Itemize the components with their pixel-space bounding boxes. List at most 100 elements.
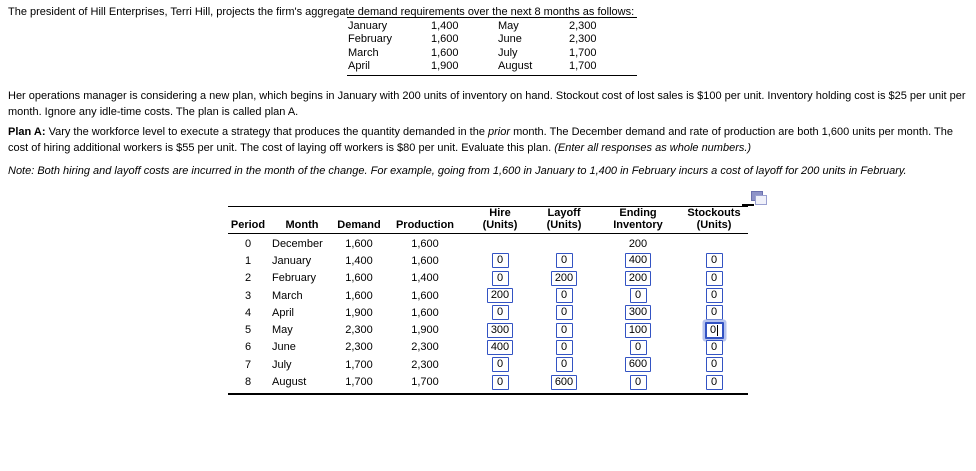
demand-value: 1,700: [569, 60, 597, 72]
period-cell: 6: [244, 341, 252, 354]
layoff-input[interactable]: 0: [555, 253, 573, 269]
layoff-cell-empty: [532, 235, 596, 252]
plan-intro-paragraph: Her operations manager is considering a …: [8, 90, 966, 118]
demand-schedule-table: January 1,400 May 2,300 February 1,600 J…: [347, 17, 637, 76]
production-cell: 1,700: [411, 376, 439, 389]
text-caret: [717, 324, 719, 336]
demand-cell: 1,600: [345, 237, 373, 250]
enter-note: (Enter all responses as whole numbers.): [554, 141, 752, 154]
ending-inventory-input[interactable]: 0: [629, 339, 647, 355]
stockouts-input[interactable]: 0: [705, 339, 723, 355]
hire-input[interactable]: 0: [491, 374, 509, 390]
hire-input[interactable]: 0: [491, 305, 509, 321]
month-label: January: [348, 19, 388, 32]
month-label: February: [348, 33, 393, 45]
col-header-ending-inventory: Ending Inventory: [613, 207, 663, 231]
demand-cell: 1,900: [345, 306, 373, 319]
layoff-input[interactable]: 200: [550, 270, 578, 286]
plan-a-paragraph: Plan A: Vary the workforce level to exec…: [8, 125, 966, 156]
month-cell: July: [272, 358, 292, 371]
month-label: March: [348, 46, 379, 59]
hire-input[interactable]: 300: [486, 322, 514, 338]
demand-cell: 1,400: [345, 254, 373, 267]
stockouts-input[interactable]: 0: [705, 374, 723, 390]
plan-a-evaluation-table: Period Month Demand Production Hire (Unit…: [228, 206, 748, 395]
layoff-input[interactable]: 0: [555, 357, 573, 373]
plan-a-text: Vary the workforce level to execute a st…: [48, 126, 489, 138]
demand-cell: 1,700: [345, 376, 373, 389]
col-header-layoff: Layoff (Units): [546, 207, 582, 231]
stockouts-value: 0: [709, 323, 717, 336]
table-row-july: 7 July 1,700 2,300 0 0 600 0: [228, 356, 748, 373]
period-cell: 3: [244, 289, 252, 302]
table-row-june: 6 June 2,300 2,300 400 0 0 0: [228, 339, 748, 356]
col-header-period: Period: [230, 218, 266, 231]
ending-inventory-input[interactable]: 400: [624, 253, 652, 269]
ending-inventory-input[interactable]: 0: [629, 374, 647, 390]
production-cell: 1,600: [411, 306, 439, 319]
production-cell: 1,600: [411, 254, 439, 267]
col-header-demand: Demand: [337, 218, 381, 231]
period-cell: 5: [244, 324, 252, 337]
layoff-input[interactable]: 0: [555, 305, 573, 321]
layoff-input[interactable]: 0: [555, 339, 573, 355]
period-cell: 4: [244, 306, 252, 319]
ending-inventory-input[interactable]: 0: [629, 288, 647, 304]
month-label: May: [498, 19, 519, 32]
problem-statement: The president of Hill Enterprises, Terri…: [8, 6, 635, 18]
layoff-input[interactable]: 600: [550, 374, 578, 390]
ending-inventory-input[interactable]: 600: [624, 357, 652, 373]
demand-row: April 1,900 August 1,700: [347, 60, 637, 74]
demand-value: 1,600: [431, 33, 459, 45]
demand-cell: 1,700: [345, 358, 373, 371]
stockouts-input[interactable]: 0: [705, 270, 723, 286]
demand-row: February 1,600 June 2,300: [347, 33, 637, 47]
col-header-production: Production: [395, 218, 455, 231]
production-cell: 2,300: [411, 341, 439, 354]
production-cell: 1,400: [411, 272, 439, 285]
popout-icon[interactable]: [742, 190, 768, 208]
hire-input[interactable]: 0: [491, 253, 509, 269]
production-cell: 1,600: [411, 237, 439, 250]
stockouts-input[interactable]: 0: [705, 357, 723, 373]
plan-a-text: month. The December demand and rate of p…: [8, 126, 953, 154]
period-cell: 8: [244, 376, 252, 389]
ending-inventory-cell: 200: [628, 237, 648, 250]
hire-input[interactable]: 200: [486, 288, 514, 304]
demand-row: January 1,400 May 2,300: [347, 20, 637, 34]
ending-inventory-input[interactable]: 200: [624, 270, 652, 286]
stockouts-input[interactable]: 0: [704, 321, 724, 339]
stockouts-input[interactable]: 0: [705, 288, 723, 304]
hire-input[interactable]: 0: [491, 357, 509, 373]
month-cell: February: [272, 272, 317, 285]
stockouts-cell-empty: [680, 235, 748, 252]
layoff-input[interactable]: 0: [555, 288, 573, 304]
ending-inventory-input[interactable]: 300: [624, 305, 652, 321]
stockouts-input[interactable]: 0: [705, 253, 723, 269]
demand-value: 2,300: [569, 33, 597, 45]
demand-value: 2,300: [569, 19, 597, 32]
table-header-row: Period Month Demand Production Hire (Unit…: [228, 207, 748, 234]
demand-cell: 1,600: [345, 272, 373, 285]
col-header-month: Month: [285, 218, 319, 231]
production-cell: 1,900: [411, 324, 439, 337]
note-paragraph: Note: Both hiring and layoff costs are i…: [8, 165, 907, 177]
popout-front-window-icon: [755, 195, 767, 205]
month-cell: June: [272, 341, 296, 354]
hire-input[interactable]: 400: [486, 339, 514, 355]
hire-input[interactable]: 0: [491, 270, 509, 286]
demand-cell: 1,600: [345, 289, 373, 302]
table-row-february: 2 February 1,600 1,400 0 200 200 0: [228, 270, 748, 287]
stockouts-input[interactable]: 0: [705, 305, 723, 321]
month-cell: January: [272, 254, 312, 267]
layoff-input[interactable]: 0: [555, 322, 573, 338]
table-row-january: 1 January 1,400 1,600 0 0 400 0: [228, 252, 748, 269]
table-row-december: 0 December 1,600 1,600 200: [228, 235, 748, 252]
month-cell: August: [272, 376, 307, 389]
month-label: August: [498, 60, 533, 72]
month-label: July: [498, 46, 518, 59]
month-cell: March: [272, 289, 303, 302]
plan-a-label: Plan A:: [8, 126, 46, 138]
production-cell: 2,300: [411, 358, 439, 371]
ending-inventory-input[interactable]: 100: [624, 322, 652, 338]
